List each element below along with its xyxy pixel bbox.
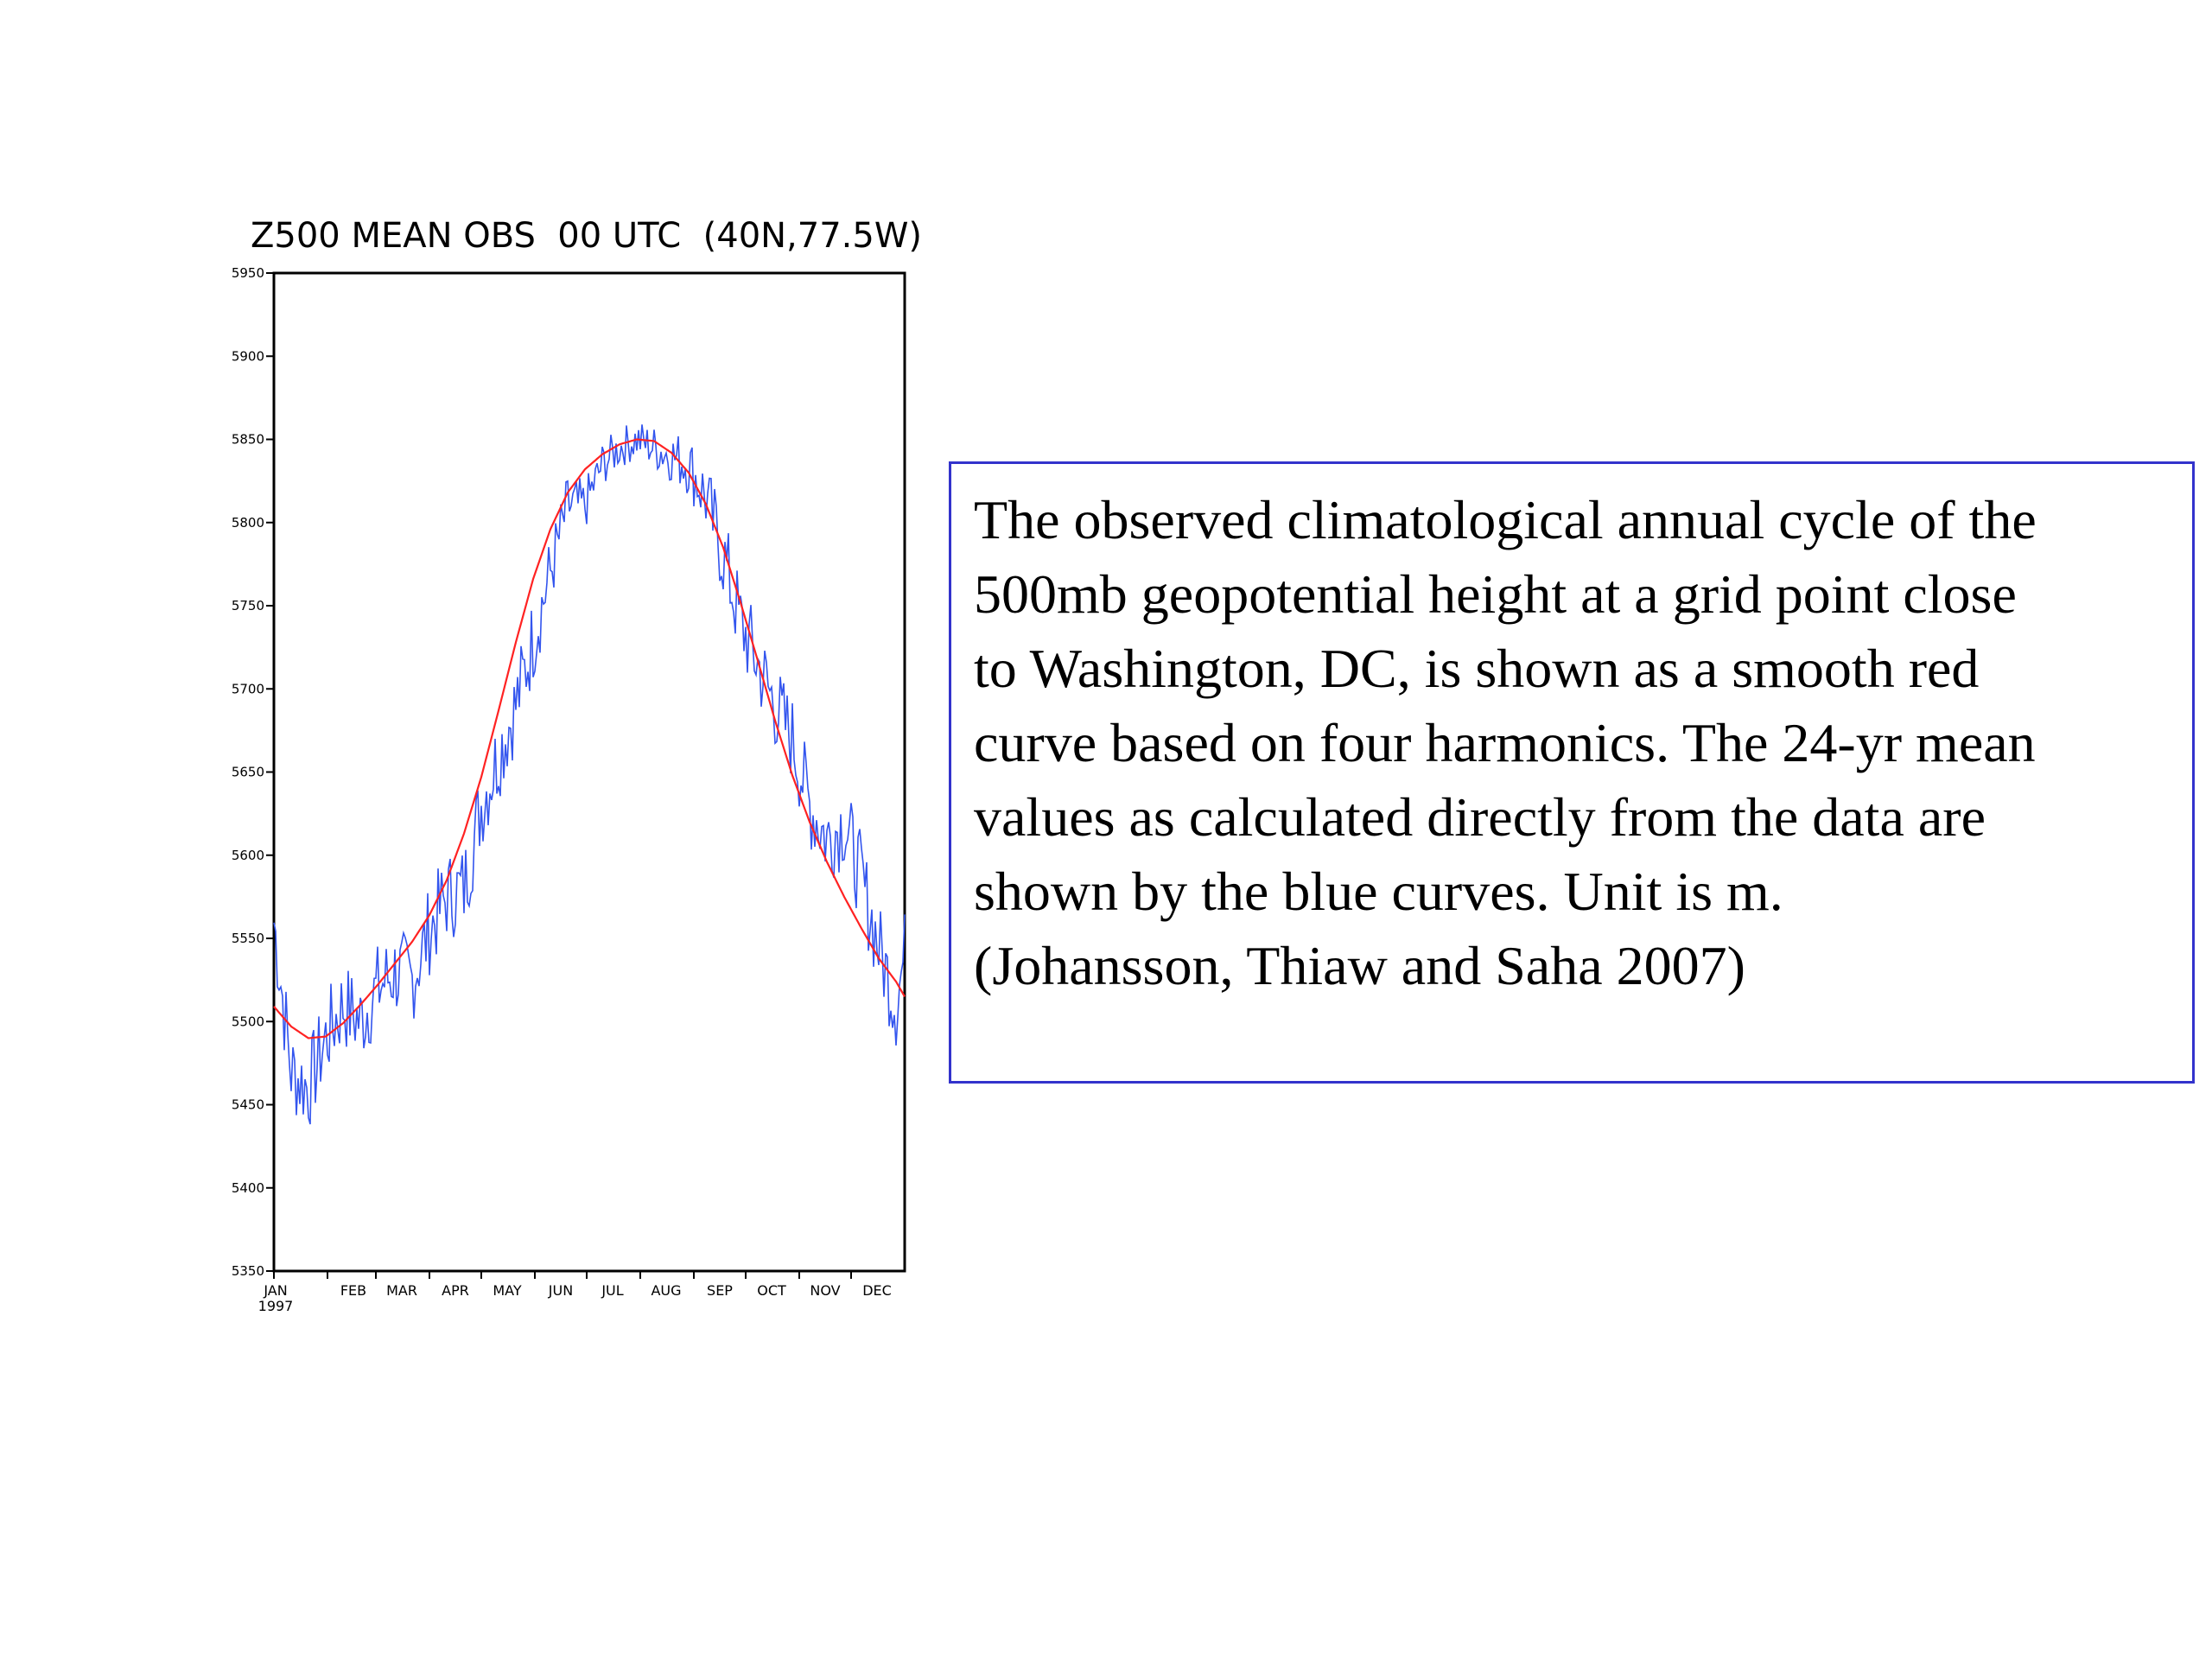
chart-title: Z500 MEAN OBS 00 UTC (40N,77.5W)	[251, 216, 922, 256]
x-tick-label: APR	[442, 1282, 469, 1299]
caption-line: shown by the blue curves. Unit is m.	[974, 861, 1783, 922]
x-tick-label: OCT	[757, 1282, 786, 1299]
y-tick-label: 5350	[232, 1263, 264, 1279]
caption-line: values as calculated directly from the d…	[974, 786, 1986, 848]
chart: Z500 MEAN OBS 00 UTC (40N,77.5W) 5950 590…	[232, 216, 922, 1314]
y-tick-label: 5550	[232, 931, 264, 946]
caption-line: curve based on four harmonics. The 24-yr…	[974, 712, 2036, 773]
y-tick-label: 5850	[232, 432, 264, 448]
y-tick-label: 5450	[232, 1097, 264, 1113]
caption-box: The observed climatological annual cycle…	[949, 461, 2195, 1084]
y-tick-label: 5400	[232, 1180, 264, 1196]
x-year-label: 1997	[258, 1298, 294, 1314]
x-tick-label: JUL	[601, 1282, 623, 1299]
y-tick-label: 5700	[232, 681, 264, 696]
y-tick-label: 5750	[232, 598, 264, 613]
x-tick-label: AUG	[651, 1282, 681, 1299]
caption-line: (Johansson, Thiaw and Saha 2007)	[974, 935, 1745, 996]
y-tick-label: 5650	[232, 765, 264, 780]
x-tick-label: MAR	[386, 1282, 417, 1299]
y-tick-label: 5600	[232, 848, 264, 863]
x-tick-label: FEB	[340, 1282, 366, 1299]
caption-text: The observed climatological annual cycle…	[974, 483, 2170, 1003]
x-tick-label: JAN	[263, 1282, 287, 1299]
y-tick-label: 5900	[232, 348, 264, 364]
x-tick-label: DEC	[862, 1282, 892, 1299]
caption-line: The observed climatological annual cycle…	[974, 489, 2037, 550]
x-tick-label: MAY	[493, 1282, 522, 1299]
x-tick-label: JUN	[548, 1282, 573, 1299]
y-tick-label: 5950	[232, 265, 264, 281]
caption-line: to Washington, DC, is shown as a smooth …	[974, 638, 1980, 699]
plot-frame	[272, 271, 906, 1273]
y-tick-label: 5800	[232, 515, 264, 531]
x-tick-label: SEP	[707, 1282, 733, 1299]
series-line-observed	[273, 424, 906, 1125]
x-tick-label: NOV	[810, 1282, 840, 1299]
y-tick-label: 5500	[232, 1014, 264, 1029]
y-axis: 5950 5900 5850 5800 5750 5700 5650 5600 5550 5500…	[232, 265, 274, 1279]
caption-line: 500mb geopotential height at a grid poin…	[974, 563, 2017, 625]
series-line-harmonic-fit	[273, 438, 906, 1039]
